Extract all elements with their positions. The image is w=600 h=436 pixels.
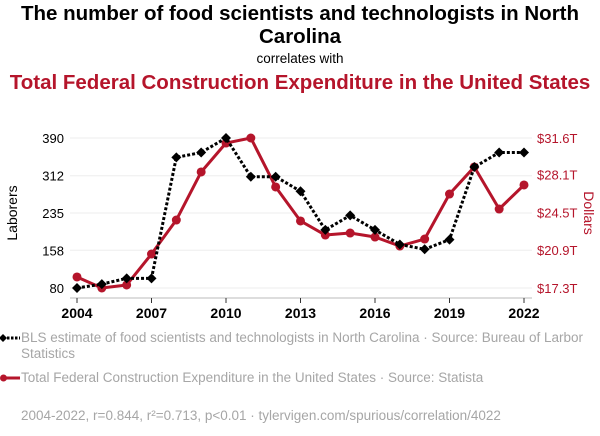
data-point-construction-expenditure — [122, 280, 132, 290]
data-point-construction-expenditure — [246, 133, 256, 143]
data-point-food-scientists — [394, 239, 405, 250]
data-point-food-scientists — [345, 210, 356, 221]
chart-subtitle: Total Federal Construction Expenditure i… — [9, 71, 591, 94]
data-point-construction-expenditure — [72, 272, 82, 282]
correlation-footer: 2004-2022, r=0.844, r²=0.713, p<0.01 · t… — [21, 408, 501, 423]
data-point-construction-expenditure — [171, 215, 181, 225]
data-point-food-scientists — [96, 279, 107, 290]
legend-swatch-dotted-diamond-icon — [0, 334, 20, 342]
data-point-food-scientists — [72, 283, 82, 293]
data-point-food-scientists — [196, 147, 207, 158]
data-point-food-scientists — [121, 273, 132, 284]
y-axis-label-left: Laborers — [4, 185, 20, 240]
x-tick-label: 2019 — [434, 305, 465, 321]
y-tick-label-left: 235 — [42, 206, 64, 221]
data-point-food-scientists — [494, 147, 505, 158]
data-point-food-scientists — [146, 273, 157, 284]
x-tick-label: 2016 — [359, 305, 390, 321]
legend: BLS estimate of food scientists and tech… — [0, 330, 600, 394]
data-point-food-scientists — [245, 171, 256, 182]
data-point-food-scientists — [320, 224, 331, 235]
x-tick-label: 2022 — [508, 305, 539, 321]
data-point-construction-expenditure — [370, 232, 380, 242]
data-point-food-scientists — [171, 152, 182, 163]
data-point-food-scientists — [469, 162, 480, 173]
legend-label-construction-expenditure: Total Federal Construction Expenditure i… — [21, 370, 484, 385]
data-point-construction-expenditure — [519, 180, 529, 190]
data-point-construction-expenditure — [196, 167, 206, 177]
data-point-food-scientists — [295, 186, 306, 197]
y-tick-label-left: 80 — [50, 281, 64, 296]
data-point-construction-expenditure — [494, 204, 504, 214]
chart-connector-text: correlates with — [256, 51, 344, 66]
y-tick-label-left: 390 — [42, 131, 64, 146]
data-point-construction-expenditure — [345, 228, 355, 238]
x-tick-label: 2010 — [210, 305, 241, 321]
data-point-food-scientists — [519, 147, 529, 158]
y-tick-label-right: $17.3T — [537, 281, 578, 296]
axes: 80 158 235 312 390 $17.3T $20.9T $24.5T $28.1T $3… — [42, 131, 577, 321]
series-layer — [72, 133, 529, 293]
legend-swatch-solid-circle-icon — [0, 374, 20, 382]
x-tick-label: 2013 — [285, 305, 316, 321]
y-tick-label-right: $20.9T — [537, 243, 578, 258]
data-point-construction-expenditure — [271, 182, 281, 192]
legend-label-food-scientists: BLS estimate of food scientists and tech… — [21, 330, 584, 361]
y-tick-label-left: 158 — [42, 243, 64, 258]
gridlines — [70, 137, 532, 289]
data-point-food-scientists — [419, 244, 430, 255]
chart-title: The number of food scientists and techno… — [20, 2, 580, 48]
data-point-food-scientists — [270, 171, 281, 182]
data-point-food-scientists — [221, 133, 231, 143]
x-tick-label: 2004 — [61, 305, 92, 321]
data-point-construction-expenditure — [296, 216, 305, 226]
legend-item-food-scientists: BLS estimate of food scientists and tech… — [0, 330, 600, 362]
data-point-construction-expenditure — [147, 249, 156, 259]
y-tick-label-right: $31.6T — [537, 131, 578, 146]
y-tick-label-left: 312 — [42, 169, 64, 184]
data-point-construction-expenditure — [445, 189, 454, 199]
y-tick-label-right: $24.5T — [537, 205, 578, 220]
data-point-food-scientists — [444, 234, 455, 245]
data-point-food-scientists — [370, 224, 380, 235]
y-tick-label-right: $28.1T — [537, 168, 578, 183]
line-chart: 80 158 235 312 390 $17.3T $20.9T $24.5T $28.1T $3… — [4, 131, 597, 321]
x-tick-label: 2007 — [136, 305, 167, 321]
data-point-construction-expenditure — [320, 230, 330, 240]
data-point-construction-expenditure — [420, 234, 430, 244]
y-axis-label-right: Dollars — [581, 191, 597, 235]
legend-item-construction-expenditure: Total Federal Construction Expenditure i… — [0, 370, 600, 386]
